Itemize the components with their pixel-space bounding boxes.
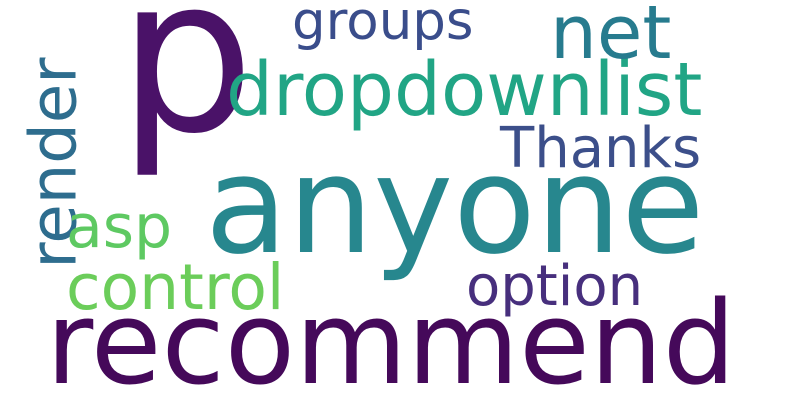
word-anyone: anyone: [205, 127, 705, 284]
word-groups: groups: [292, 0, 474, 52]
word-cloud: p anyone recommend dropdownlist net grou…: [17, 0, 736, 411]
word-recommend: recommend: [46, 277, 736, 411]
word-asp: asp: [66, 192, 173, 262]
word-net: net: [550, 0, 672, 76]
word-p: p: [118, 0, 255, 181]
word-option: option: [466, 254, 644, 319]
word-thanks: Thanks: [500, 116, 702, 181]
word-dropdownlist: dropdownlist: [226, 47, 703, 133]
word-control: control: [66, 251, 285, 324]
